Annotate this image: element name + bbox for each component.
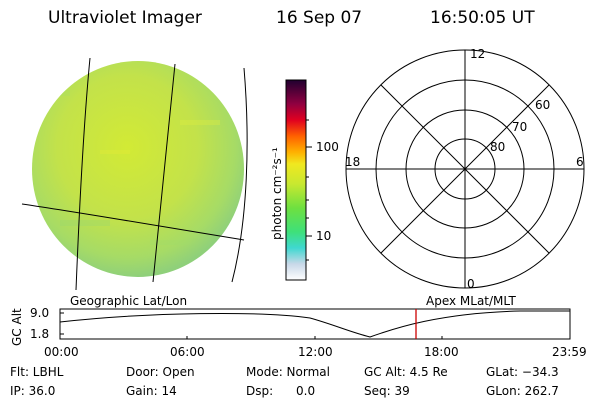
time-tick-0000: 00:00	[44, 345, 79, 359]
gain-info: Gain: 14	[126, 384, 177, 398]
dsp-info: Dsp: 0.0	[246, 384, 316, 398]
gc-alt-info: GC Alt: 4.5 Re	[364, 365, 448, 379]
lat-label-60: 60	[535, 98, 551, 112]
mlt-label-12: 12	[470, 47, 486, 61]
glon-info: GLon: 262.7	[486, 384, 559, 398]
seq-info: Seq: 39	[364, 384, 410, 398]
altitude-ytick-1-8: 1.8	[30, 327, 50, 341]
lat-label-70: 70	[512, 120, 528, 134]
polar-plot	[345, 49, 585, 289]
longitude-line	[231, 67, 248, 283]
geographic-label: Geographic Lat/Lon	[70, 294, 188, 308]
glat-info: GLat: −34.3	[486, 365, 559, 379]
time-label: 16:50:05 UT	[430, 8, 535, 28]
longitude-line	[152, 63, 176, 283]
colorbar-tick-10: 10	[316, 229, 332, 243]
colorbar-unit-label: photon cm⁻²s⁻¹	[270, 147, 284, 240]
uv-image-disk	[32, 61, 244, 277]
date-label: 16 Sep 07	[276, 8, 363, 28]
time-tick-1800: 18:00	[424, 345, 459, 359]
app-title: Ultraviolet Imager	[48, 8, 202, 28]
polar-diagonal	[380, 84, 550, 254]
mode-info: Mode: Normal	[246, 365, 330, 379]
longitude-line	[75, 57, 91, 291]
colorbar-tick-100: 100	[316, 140, 339, 154]
time-tick-1200: 12:00	[298, 345, 333, 359]
lat-label-80: 80	[490, 140, 506, 154]
ip-info: IP: 36.0	[10, 384, 56, 398]
mlt-label-0: 0	[467, 277, 475, 291]
mlt-label-18: 18	[345, 155, 361, 169]
color-bar	[285, 79, 312, 281]
altitude-ylabel: GC Alt	[10, 308, 24, 346]
mlt-label-6: 6	[576, 155, 584, 169]
door-info: Door: Open	[126, 365, 195, 379]
filter-info: Flt: LBHL	[10, 365, 64, 379]
time-tick-0600: 06:00	[170, 345, 205, 359]
apex-label: Apex MLat/MLT	[426, 294, 516, 308]
altitude-plot	[59, 308, 571, 340]
altitude-ytick-9: 9.0	[30, 306, 50, 320]
geographic-grid	[21, 57, 248, 291]
time-tick-2359: 23:59	[552, 345, 587, 359]
latitude-line	[21, 203, 245, 241]
